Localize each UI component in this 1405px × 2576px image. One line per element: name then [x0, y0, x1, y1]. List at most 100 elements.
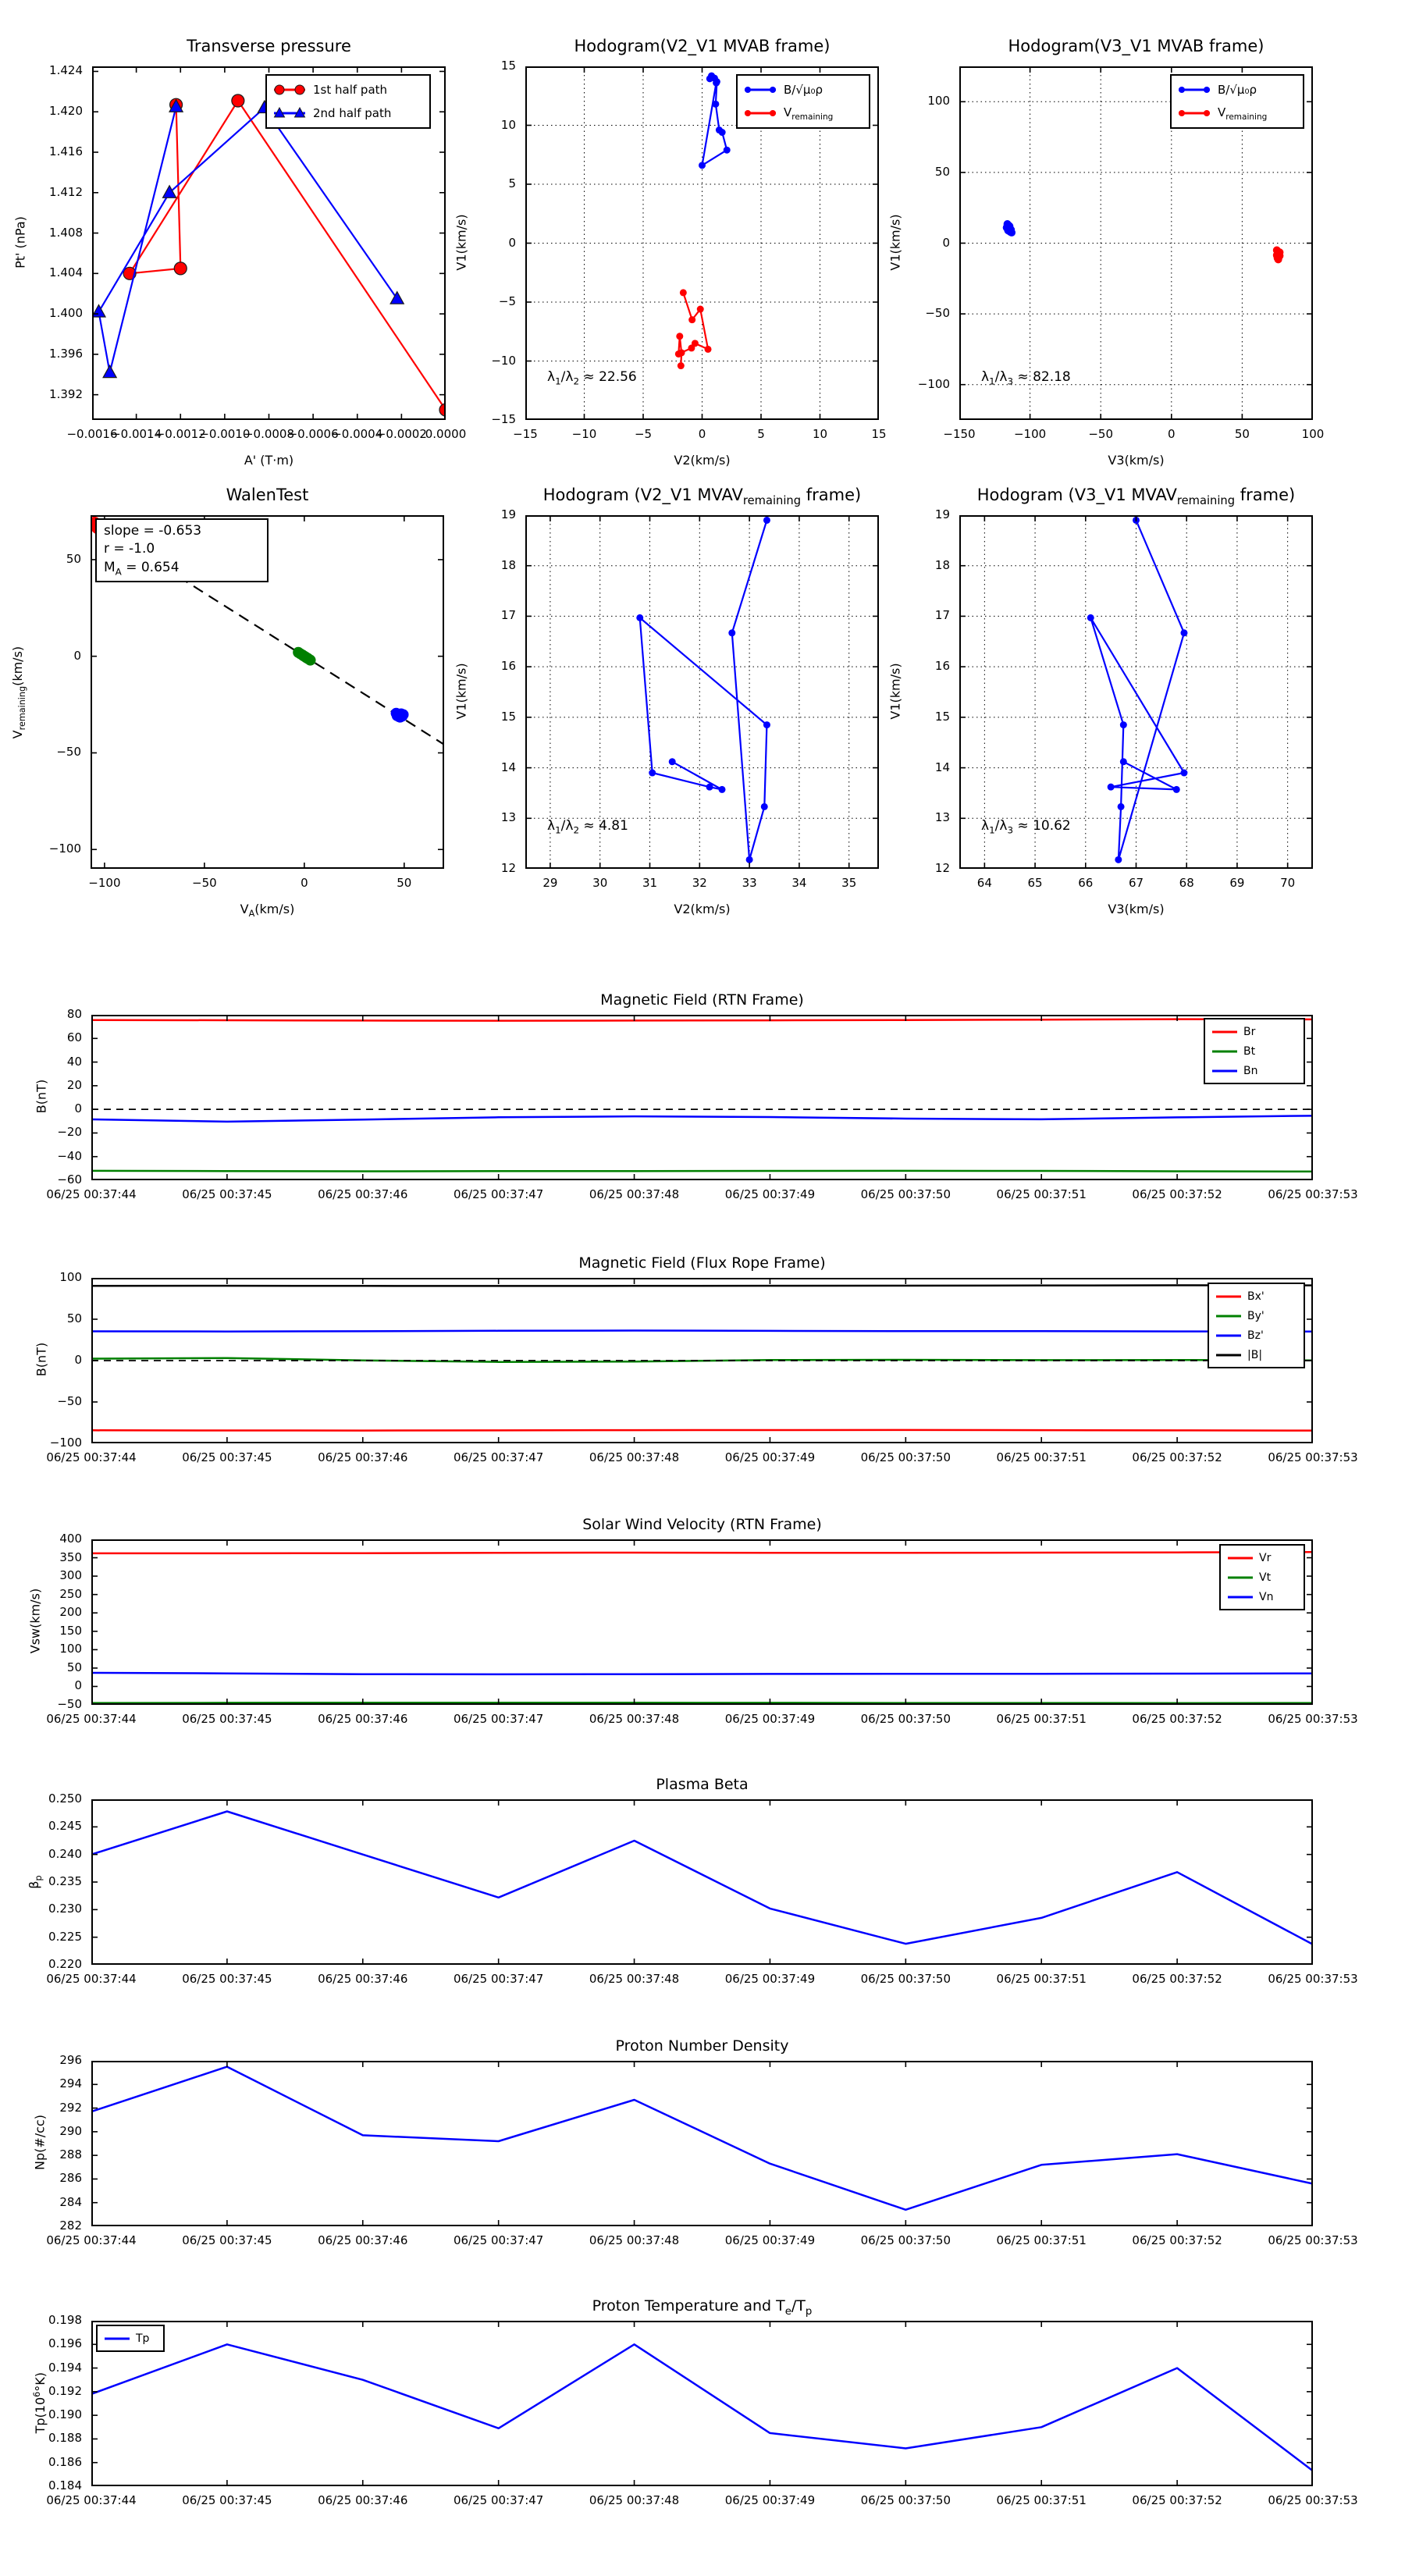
plasma-beta-ytick-label: 0.235: [48, 1874, 82, 1888]
magnetic-field-rtn-xtick-label: 06/25 00:37:53: [1268, 1187, 1358, 1201]
solar-wind-velocity-ytick-label: 0: [74, 1678, 82, 1693]
plasma-beta-xtick-label: 06/25 00:37:46: [318, 1972, 408, 1986]
legend-line-swatch-icon: [273, 106, 306, 118]
hodogram-v3v1-mvav-xtick-label: 65: [1027, 876, 1043, 890]
magnetic-field-fluxrope-xtick-label: 06/25 00:37:48: [589, 1450, 680, 1464]
solar-wind-velocity-axes: [91, 1539, 1313, 1705]
walen-test-annotation-line: r = -1.0: [104, 541, 155, 557]
solar-wind-velocity-xtick-label: 06/25 00:37:48: [589, 1712, 680, 1726]
transverse-pressure-legend-entry: 2nd half path: [272, 101, 424, 125]
hodogram-v2v1-mvab-xlabel: V2(km/s): [674, 453, 731, 468]
plasma-beta-series-beta: [93, 1810, 1311, 1945]
hodogram-v2v1-mvab-legend-label: Vremaining: [784, 105, 834, 122]
magnetic-field-rtn-legend-label: Bn: [1243, 1064, 1258, 1077]
hodogram-v2v1-mvav-plot-area: [527, 517, 877, 867]
magnetic-field-rtn-series-bt: [93, 1169, 1311, 1173]
magnetic-field-rtn-legend-label: Bt: [1243, 1044, 1256, 1058]
hodogram-v2v1-mvab-xtick-label: 5: [757, 427, 765, 441]
solar-wind-velocity-ylabel: Vsw(km/s): [27, 1588, 43, 1654]
hodogram-v3v1-mvav-plot-area: [961, 517, 1311, 867]
hodogram-v3v1-mvab-ylabel: V1(km/s): [887, 213, 903, 271]
proton-number-density-title: Proton Number Density: [615, 2037, 789, 2055]
transverse-pressure-plot-area: [94, 68, 444, 418]
hodogram-v2v1-mvav-xtick-label: 31: [642, 876, 658, 890]
hodogram-v3v1-mvav-title: Hodogram (V3_V1 MVAVremaining frame): [976, 486, 1296, 508]
hodogram-v2v1-mvab-ytick-label: 0: [508, 235, 516, 250]
walen-test-ylabel: Vremaining(km/s): [9, 646, 28, 738]
hodogram-v2v1-mvav-ytick-label: 16: [500, 659, 516, 674]
magnetic-field-fluxrope-legend-label: |B|: [1247, 1348, 1263, 1361]
hodogram-v2v1-mvav-ytick-label: 14: [500, 760, 516, 774]
proton-temperature-legend-entry: Tp: [103, 2329, 158, 2348]
legend-line-swatch-icon: [745, 110, 776, 116]
proton-temperature-ytick-label: 0.198: [48, 2313, 82, 2327]
legend-line-swatch-icon: [1228, 1576, 1253, 1578]
hodogram-v2v1-mvav-lambda-annotation: λ1/λ2 ≈ 4.81: [547, 818, 628, 836]
hodogram-v2v1-mvab-ylabel: V1(km/s): [454, 213, 469, 271]
proton-temperature-xtick-label: 06/25 00:37:46: [318, 2493, 408, 2507]
hodogram-v3v1-mvav-ytick-label: 14: [934, 760, 950, 774]
magnetic-field-rtn-ytick-label: 0: [74, 1101, 82, 1116]
proton-number-density-ytick-label: 286: [59, 2171, 82, 2186]
magnetic-field-fluxrope-legend-entry: By': [1215, 1306, 1298, 1325]
proton-number-density-xtick-label: 06/25 00:37:52: [1132, 2233, 1222, 2247]
transverse-pressure-ytick-label: 1.392: [49, 386, 83, 401]
legend-line-swatch-icon: [1212, 1030, 1237, 1033]
hodogram-v2v1-mvav-series-v-hodogram: [638, 520, 768, 861]
hodogram-v3v1-mvav-xtick-label: 64: [976, 876, 992, 890]
hodogram-v2v1-mvab-legend-entry: B/√μ₀ρ: [743, 78, 863, 101]
legend-line-swatch-icon: [1216, 1295, 1241, 1297]
hodogram-v3v1-mvav-xtick-label: 70: [1280, 876, 1296, 890]
walen-test-annotation-line: slope = -0.653: [104, 523, 202, 539]
hodogram-v2v1-mvav-ytick-label: 15: [500, 709, 516, 724]
magnetic-field-fluxrope-ytick-label: 50: [66, 1311, 82, 1325]
legend-line-swatch-icon: [745, 87, 776, 93]
proton-number-density-plot-area: [93, 2062, 1311, 2225]
hodogram-v3v1-mvav-axes: [959, 515, 1313, 869]
hodogram-v3v1-mvav-ytick-label: 15: [934, 709, 950, 724]
legend-line-swatch-icon: [1228, 1596, 1253, 1598]
proton-temperature-ylabel: Tp(106°K): [31, 2371, 48, 2434]
solar-wind-velocity-xtick-label: 06/25 00:37:53: [1268, 1712, 1358, 1726]
hodogram-v2v1-mvav-ytick-label: 19: [500, 507, 516, 521]
hodogram-v3v1-mvav-xtick-label: 67: [1128, 876, 1144, 890]
proton-number-density-xtick-label: 06/25 00:37:47: [453, 2233, 544, 2247]
magnetic-field-rtn-legend-entry: Bt: [1211, 1041, 1298, 1061]
magnetic-field-fluxrope-xtick-label: 06/25 00:37:49: [724, 1450, 816, 1464]
magnetic-field-fluxrope-xtick-label: 06/25 00:37:50: [860, 1450, 951, 1464]
transverse-pressure-ytick-label: 1.404: [49, 265, 83, 280]
transverse-pressure-ytick-label: 1.420: [49, 104, 83, 119]
hodogram-v3v1-mvav-ytick-label: 19: [934, 507, 950, 521]
magnetic-field-rtn-title: Magnetic Field (RTN Frame): [600, 991, 804, 1009]
magnetic-field-fluxrope-legend-entry: Bz': [1215, 1325, 1298, 1345]
transverse-pressure-legend-label: 2nd half path: [313, 106, 392, 120]
solar-wind-velocity-ytick-label: 200: [59, 1605, 82, 1620]
proton-number-density-xtick-label: 06/25 00:37:53: [1268, 2233, 1358, 2247]
magnetic-field-fluxrope-legend-label: Bz': [1247, 1329, 1264, 1342]
legend-line-swatch-icon: [105, 2337, 130, 2339]
magnetic-field-fluxrope-ytick-label: 100: [59, 1270, 82, 1284]
walen-test-xtick-label: 50: [397, 876, 412, 890]
hodogram-v3v1-mvab-lambda-annotation: λ1/λ3 ≈ 82.18: [981, 369, 1071, 387]
walen-test-xtick-label: −50: [192, 876, 217, 890]
solar-wind-velocity-xtick-label: 06/25 00:37:51: [996, 1712, 1087, 1726]
transverse-pressure-xtick-label: 0.0000: [425, 427, 467, 441]
transverse-pressure-xlabel: A' (T·m): [244, 453, 294, 468]
magnetic-field-rtn-legend-entry: Br: [1211, 1022, 1298, 1041]
walen-test-ytick-label: 0: [73, 648, 81, 663]
hodogram-v3v1-mvab-xtick-label: 50: [1234, 427, 1250, 441]
solar-wind-velocity-xtick-label: 06/25 00:37:50: [860, 1712, 951, 1726]
proton-number-density-ytick-label: 296: [59, 2053, 82, 2067]
proton-temperature-xtick-label: 06/25 00:37:51: [996, 2493, 1087, 2507]
plasma-beta-title: Plasma Beta: [656, 1776, 749, 1793]
proton-temperature-ytick-label: 0.184: [48, 2478, 82, 2492]
proton-number-density-xtick-label: 06/25 00:37:45: [182, 2233, 272, 2247]
transverse-pressure-ytick-label: 1.400: [49, 306, 83, 321]
magnetic-field-rtn-ytick-label: 80: [66, 1007, 82, 1021]
walen-test-xlabel: VA(km/s): [240, 902, 295, 920]
magnetic-field-rtn-ytick-label: −20: [57, 1125, 82, 1140]
magnetic-field-fluxrope-xtick-label: 06/25 00:37:52: [1132, 1450, 1222, 1464]
proton-number-density-ytick-label: 282: [59, 2218, 82, 2233]
proton-temperature-xtick-label: 06/25 00:37:44: [46, 2493, 137, 2507]
solar-wind-velocity-ytick-label: 50: [66, 1660, 82, 1674]
